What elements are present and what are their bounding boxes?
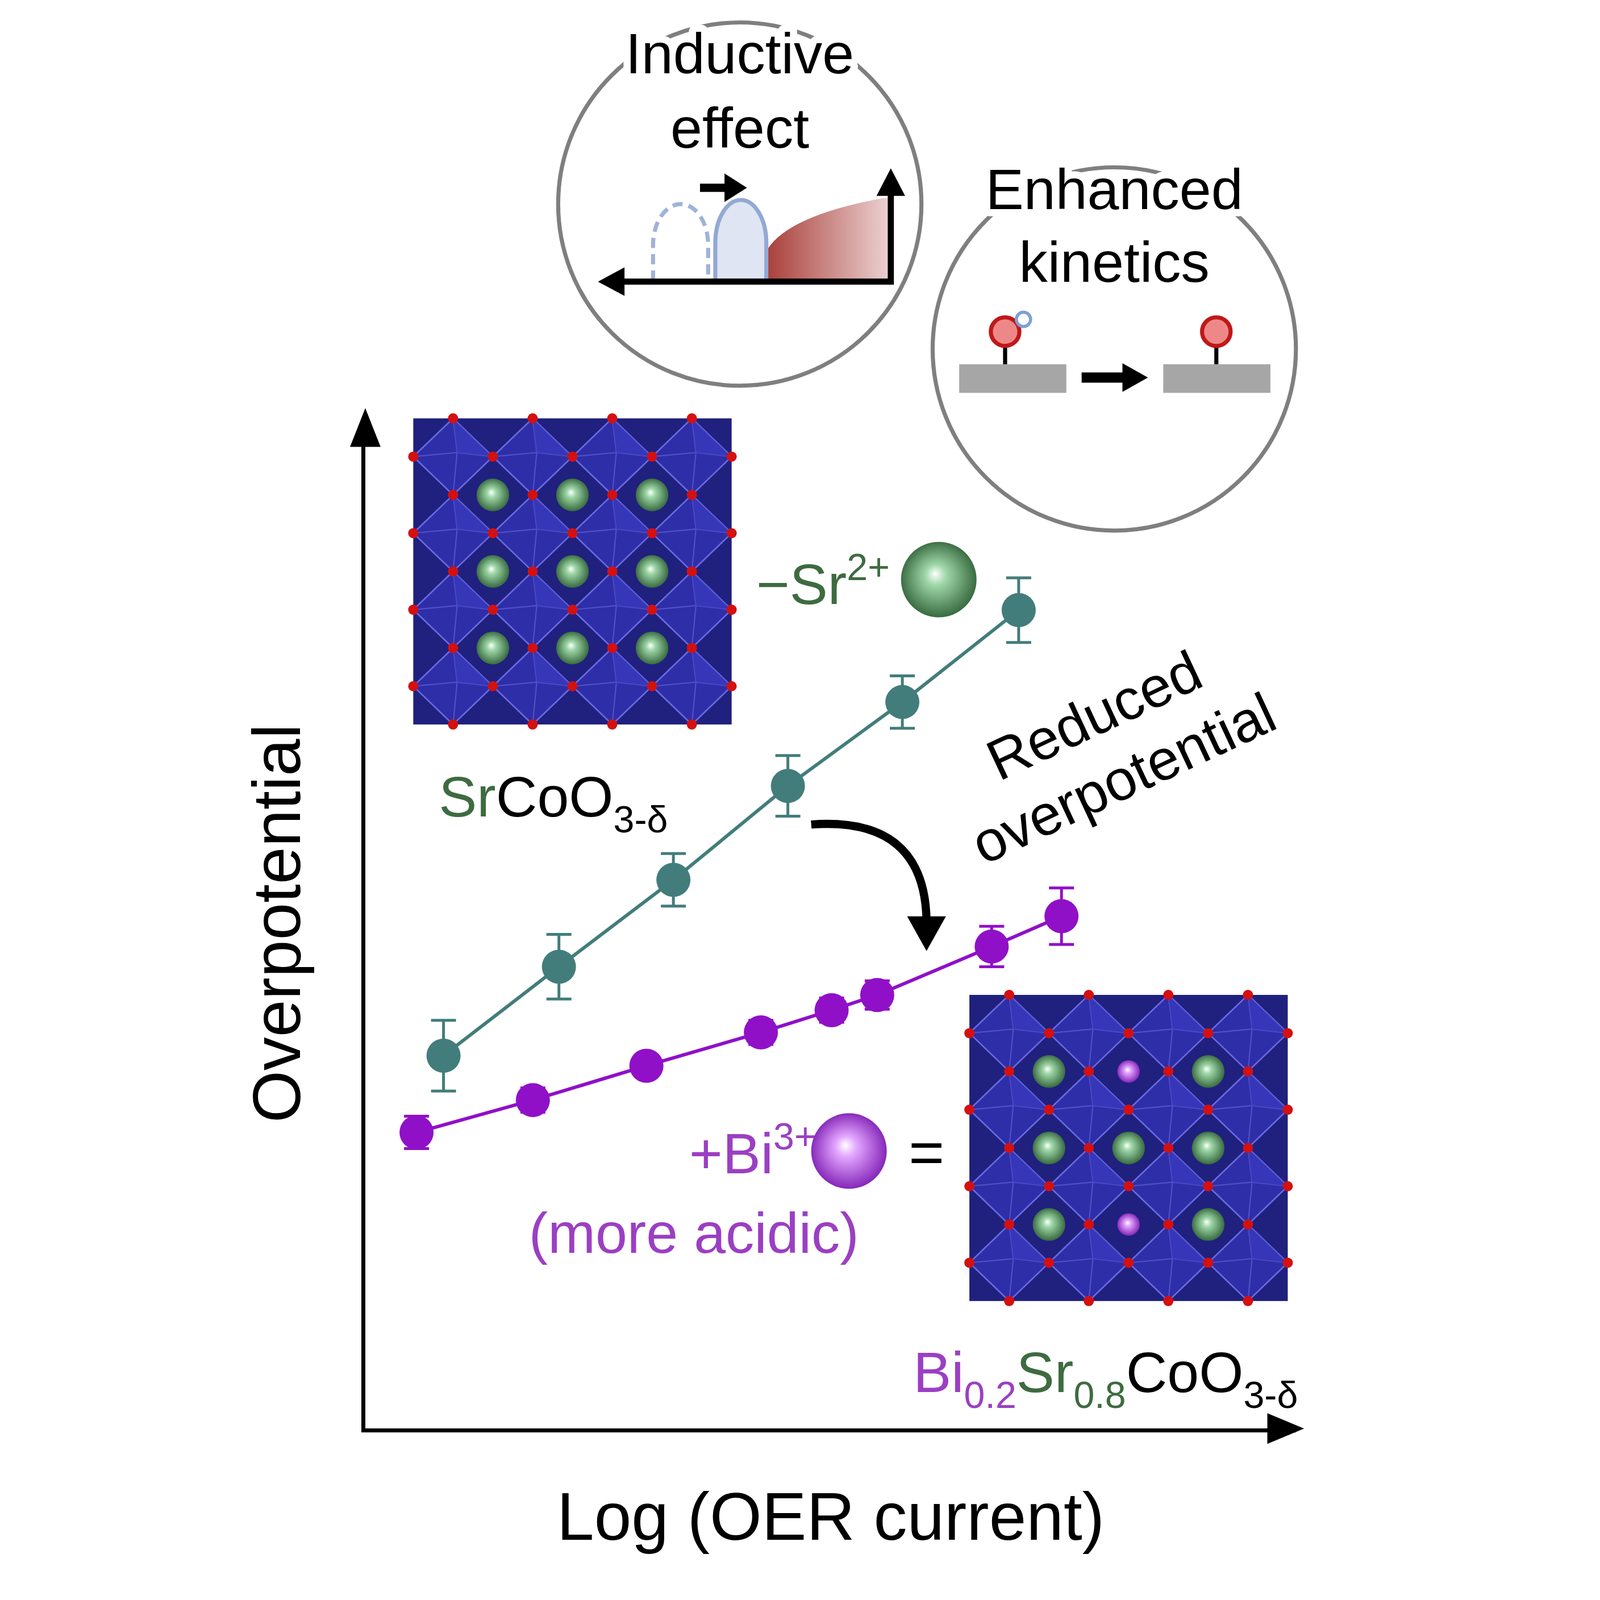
svg-text:SrCoO3-δ: SrCoO3-δ [438, 764, 668, 841]
svg-text:Log (OER current): Log (OER current) [556, 1478, 1105, 1554]
svg-text:Inductive: Inductive [625, 21, 855, 86]
svg-text:Overpotential: Overpotential [239, 723, 315, 1123]
svg-text:Bi0.2Sr0.8CoO3-δ: Bi0.2Sr0.8CoO3-δ [913, 1340, 1298, 1416]
svg-text:effect: effect [670, 96, 810, 160]
svg-text:−Sr2+: −Sr2+ [756, 546, 890, 616]
svg-text:Reduced: Reduced [976, 638, 1211, 793]
svg-text:Enhanced: Enhanced [985, 157, 1244, 222]
svg-text:=: = [908, 1117, 945, 1187]
svg-text:kinetics: kinetics [1018, 230, 1210, 294]
svg-text:(more acidic): (more acidic) [528, 1201, 860, 1265]
svg-text:overpotential: overpotential [961, 680, 1286, 877]
svg-text:+Bi3+: +Bi3+ [689, 1115, 817, 1186]
